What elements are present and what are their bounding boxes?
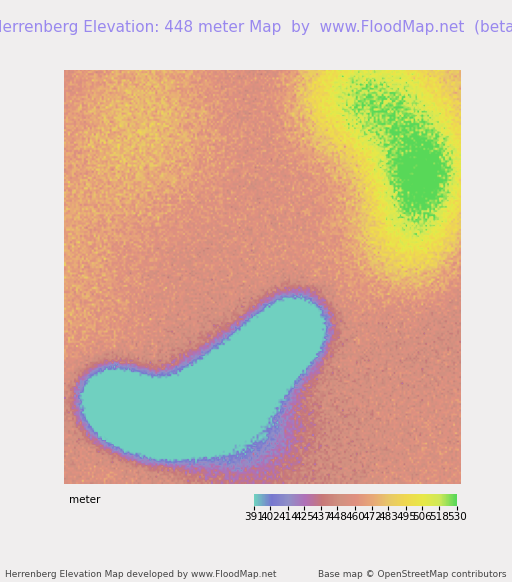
Text: Herrenberg Elevation: 448 meter Map  by  www.FloodMap.net  (beta): Herrenberg Elevation: 448 meter Map by w… (0, 20, 512, 36)
Text: meter: meter (69, 495, 100, 505)
Text: Herrenberg Elevation Map developed by www.FloodMap.net: Herrenberg Elevation Map developed by ww… (5, 570, 276, 579)
Text: Base map © OpenStreetMap contributors: Base map © OpenStreetMap contributors (318, 570, 507, 579)
